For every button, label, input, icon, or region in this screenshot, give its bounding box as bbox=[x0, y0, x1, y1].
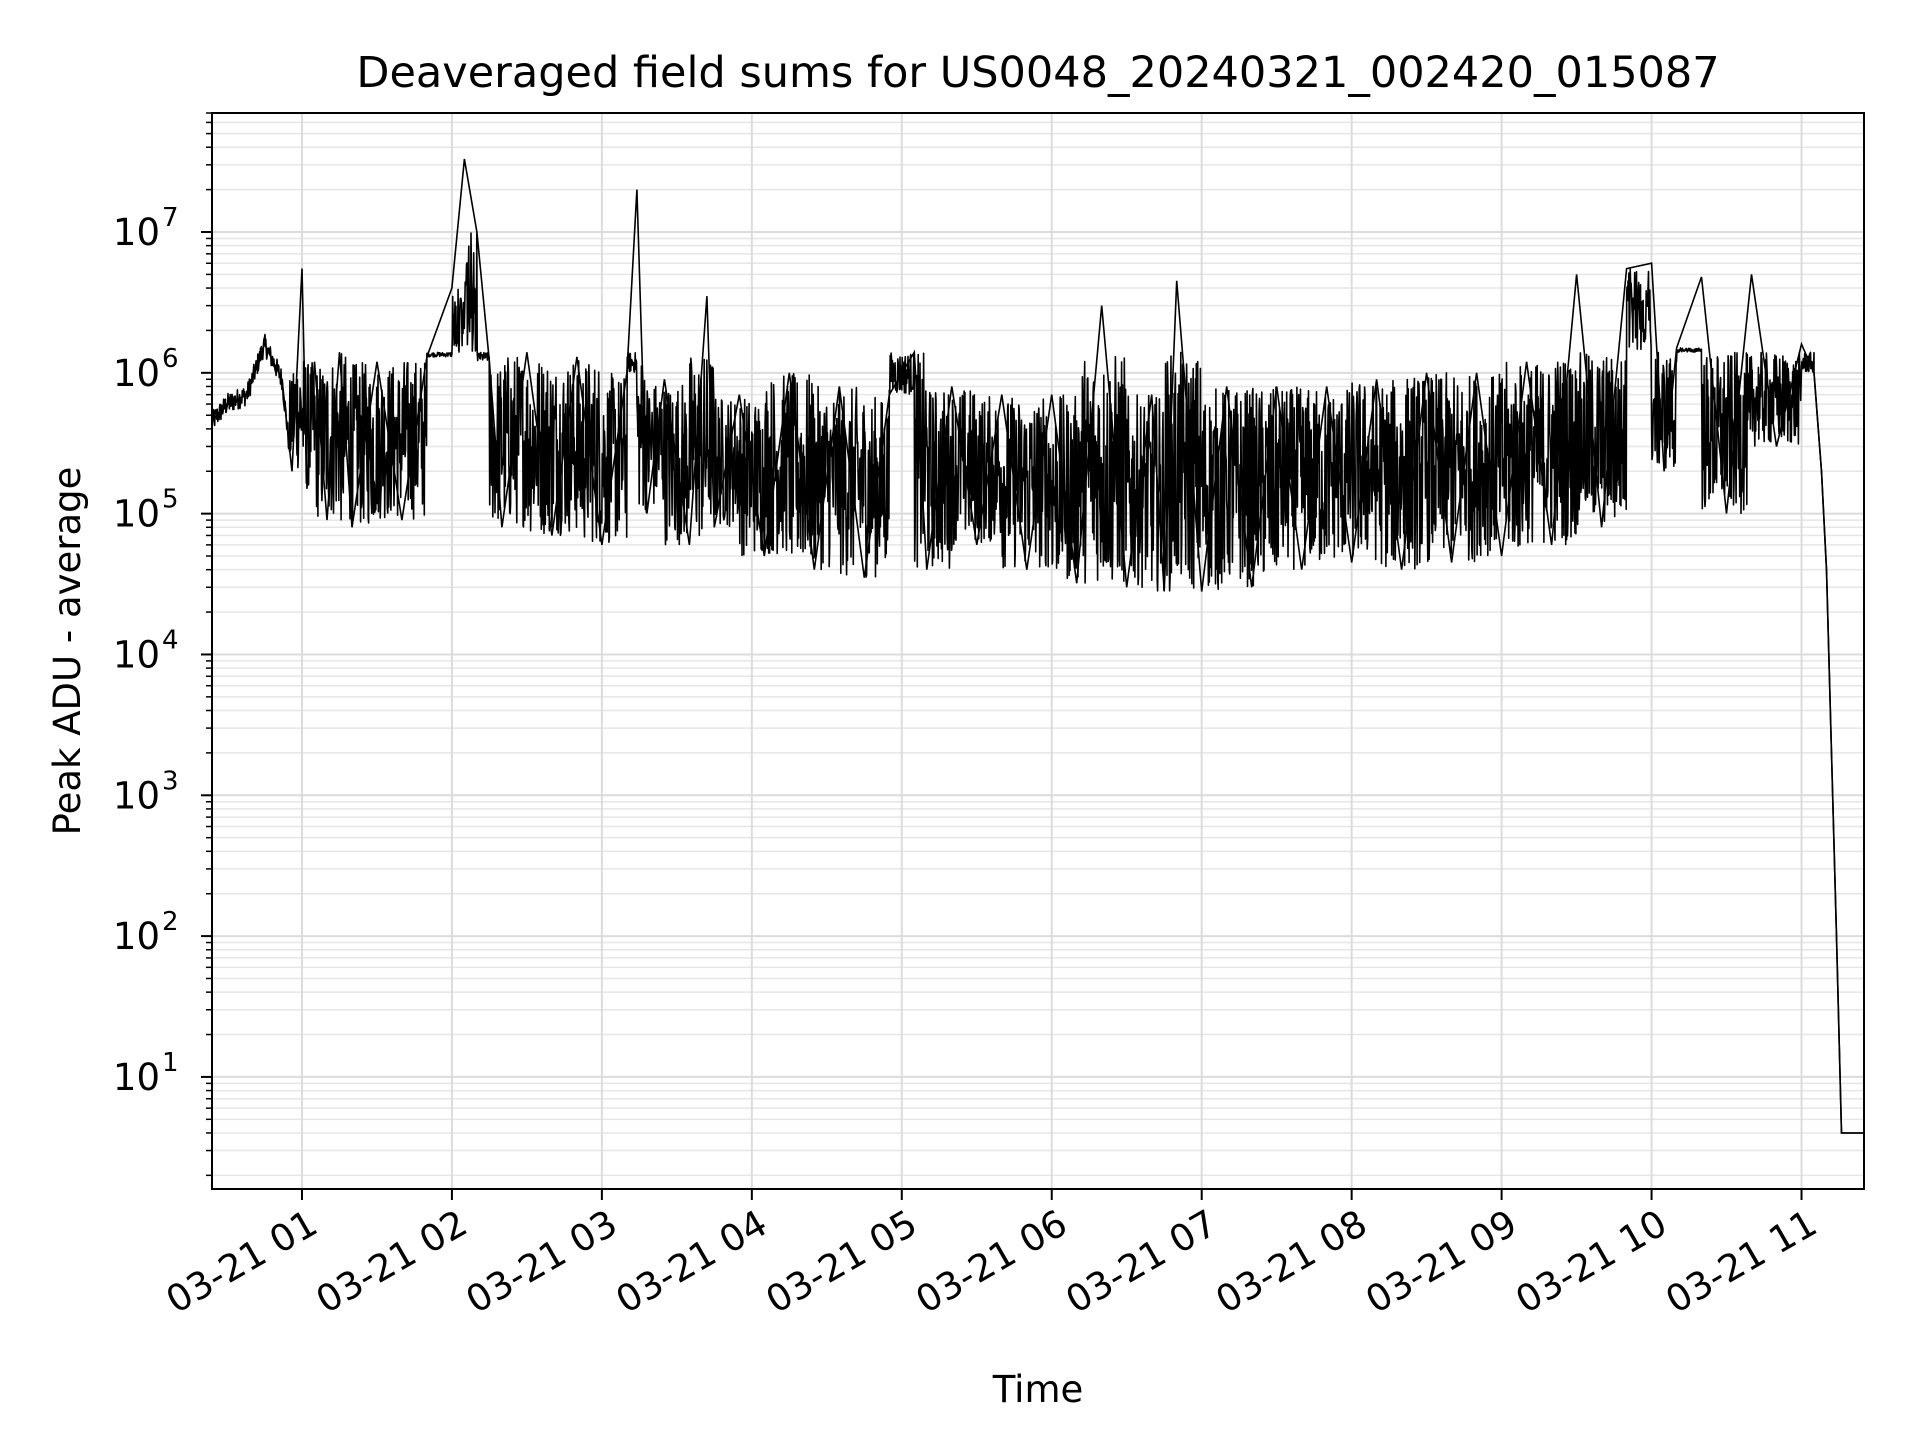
y-axis-label: Peak ADU - average bbox=[46, 467, 89, 836]
y-tick-exponent: 2 bbox=[162, 907, 179, 937]
y-tick-exponent: 5 bbox=[162, 485, 179, 515]
y-tick-label: 10 bbox=[113, 352, 160, 395]
y-tick-exponent: 4 bbox=[162, 625, 179, 655]
y-tick-exponent: 3 bbox=[162, 766, 179, 796]
series-line bbox=[211, 232, 1864, 1134]
y-tick-exponent: 7 bbox=[162, 203, 179, 233]
series-peaks-line bbox=[211, 158, 1864, 1134]
y-tick-label: 10 bbox=[113, 211, 160, 254]
chart-title: Deaveraged field sums for US0048_2024032… bbox=[356, 48, 1719, 98]
y-tick-exponent: 6 bbox=[162, 344, 179, 374]
plot-frame bbox=[211, 112, 1865, 1190]
y-tick-label: 10 bbox=[113, 633, 160, 676]
y-tick-label: 10 bbox=[113, 1056, 160, 1099]
y-tick-label: 10 bbox=[113, 774, 160, 817]
y-tick-label: 10 bbox=[113, 493, 160, 536]
x-axis-label: Time bbox=[992, 1368, 1084, 1411]
y-tick-exponent: 1 bbox=[162, 1048, 179, 1078]
y-tick-label: 10 bbox=[113, 915, 160, 958]
